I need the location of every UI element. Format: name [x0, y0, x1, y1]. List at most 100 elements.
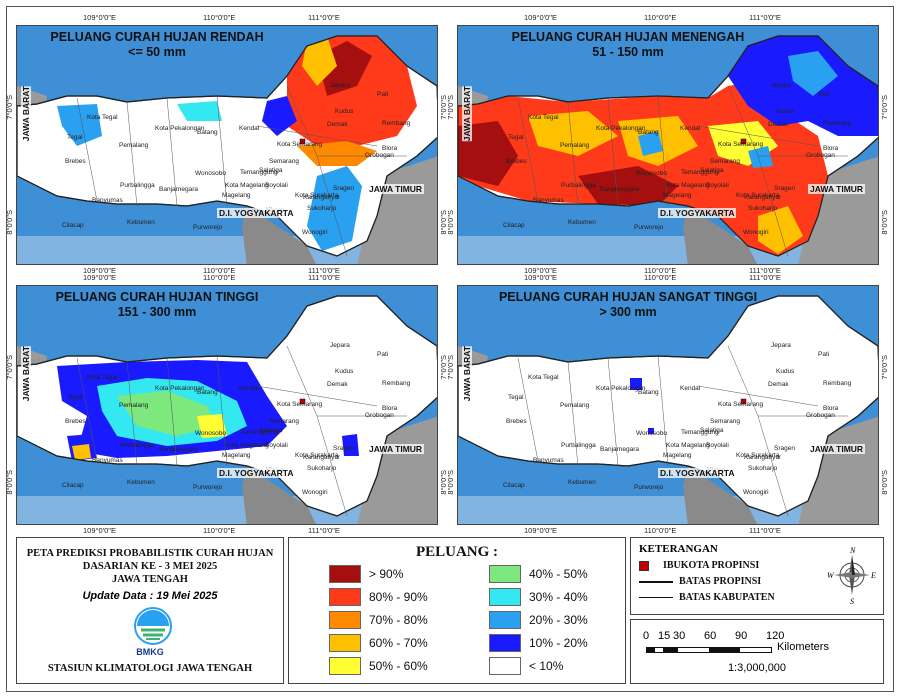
legend-item: 40% - 50% — [489, 565, 588, 583]
map-panel-1: Kota Tegal Brebes Pemalang Kota Pekalongan B… — [16, 25, 438, 265]
place-label: Kota Semarang — [718, 401, 764, 408]
place-label: Semarang — [710, 158, 740, 165]
place-label: Cilacap — [503, 222, 525, 229]
legend-label: 50% - 60% — [369, 659, 428, 673]
place-label: Batang — [197, 389, 218, 396]
place-label: Purbalingga — [561, 442, 596, 449]
keterangan-batas-propinsi-label: BATAS PROPINSI — [679, 576, 762, 587]
place-label: Kebumen — [568, 219, 596, 226]
place-label: Kota Surakarta — [295, 192, 339, 199]
coord-y-left: 7°0'0"S — [5, 95, 14, 120]
yogyakarta-land — [242, 466, 316, 524]
place-label: Wonosobo — [195, 430, 226, 437]
legend-item: > 90% — [329, 565, 403, 583]
place-label: Kota Semarang — [718, 141, 764, 148]
map-title-range: <= 50 mm — [128, 45, 186, 59]
place-label: Boyolali — [265, 182, 288, 189]
place-label: Brebes — [65, 418, 86, 425]
place-label: Banjarnegara — [159, 186, 199, 193]
place-label: Kendal — [239, 125, 260, 132]
scale-box: 0 15 30 60 90 120 Kilometers 1:3,000,000 — [630, 619, 884, 684]
legend-label: 60% - 70% — [369, 636, 428, 650]
place-label: Kudus — [776, 108, 795, 115]
scale-tick-label: 90 — [735, 630, 748, 642]
place-label: Jepara — [771, 342, 791, 349]
place-label: Purworejo — [193, 484, 223, 491]
place-label: Kota Surakarta — [295, 452, 339, 459]
region-label-east: JAWA TIMUR — [367, 444, 425, 454]
legend-label: 40% - 50% — [529, 567, 588, 581]
place-label: Sukoharjo — [748, 465, 778, 472]
coord-x-bottom: 109°0'0"E — [83, 266, 116, 275]
coord-x-top: 111°0'0"E — [749, 273, 781, 282]
place-label: Salatiga — [259, 427, 283, 434]
keterangan-ibukota: IBUKOTA PROPINSI — [639, 560, 759, 571]
keterangan-title: KETERANGAN — [639, 543, 718, 555]
map-canvas — [17, 26, 437, 264]
place-label: Sukoharjo — [748, 205, 778, 212]
keterangan-batas-propinsi: BATAS PROPINSI — [639, 576, 761, 587]
coord-x-bottom: 109°0'0"E — [524, 266, 557, 275]
compass-e-label: E — [870, 571, 876, 580]
place-label: Salatiga — [700, 427, 724, 434]
legend-swatch — [329, 588, 361, 606]
place-label: Kota Semarang — [277, 141, 323, 148]
place-label: Sukoharjo — [307, 465, 337, 472]
place-label: Kota Tegal — [87, 114, 118, 121]
legend-swatch — [489, 611, 521, 629]
coord-x-top: 110°0'0"E — [203, 273, 236, 282]
coord-x-bottom: 111°0'0"E — [749, 266, 781, 275]
region-label-south: D.I. YOGYAKARTA — [658, 468, 737, 478]
place-label: Kendal — [680, 125, 701, 132]
legend-item: 80% - 90% — [329, 588, 428, 606]
legend-item: 60% - 70% — [329, 634, 428, 652]
legend-label: > 90% — [369, 567, 404, 581]
batas-propinsi-line-icon — [639, 580, 673, 583]
legend-label: 80% - 90% — [369, 590, 428, 604]
scale-tick-label: 60 — [704, 630, 717, 642]
region-label-south: D.I. YOGYAKARTA — [217, 468, 296, 478]
place-label: Brebes — [506, 158, 527, 165]
legend-label: 30% - 40% — [529, 590, 588, 604]
bmkg-logo-text: BMKG — [136, 647, 164, 657]
place-label: Magelang — [222, 452, 251, 459]
place-label: Sragen — [774, 185, 795, 192]
place-label: Jepara — [771, 82, 791, 89]
place-label: Kota Pekalongan — [155, 125, 205, 132]
legend-swatch — [489, 565, 521, 583]
place-label: Batang — [638, 129, 659, 136]
place-label: Demak — [768, 121, 789, 128]
coord-y-left: 8°0'0"S — [5, 470, 14, 495]
place-label: Kota Pekalongan — [155, 385, 205, 392]
coord-x-top: 109°0'0"E — [524, 13, 557, 22]
place-label: Grobogan — [806, 152, 835, 159]
place-label: Purbalingga — [120, 182, 155, 189]
kabupaten-boundaries — [517, 345, 848, 517]
place-label: Kebumen — [568, 479, 596, 486]
region-label-east: JAWA TIMUR — [808, 184, 866, 194]
ibukota-marker-icon — [740, 138, 747, 145]
map-title: PELUANG CURAH HUJAN MENENGAH 51 - 150 mm — [478, 30, 778, 60]
place-label: Kota Magelang — [225, 442, 269, 449]
info-title-line2: DASARIAN KE - 3 MEI 2025 — [82, 561, 218, 572]
coord-x-top: 110°0'0"E — [644, 13, 677, 22]
place-label: Boyolali — [706, 442, 729, 449]
place-label: Purworejo — [634, 484, 664, 491]
kabupaten-boundaries — [76, 345, 407, 517]
place-label: Salatiga — [700, 167, 724, 174]
place-label: Wonogiri — [302, 489, 328, 496]
place-label: Kebumen — [127, 479, 155, 486]
map-title-range: 151 - 300 mm — [117, 305, 197, 319]
map-canvas — [17, 286, 437, 524]
place-label: Blora — [382, 145, 398, 152]
coord-y-left: 8°0'0"S — [446, 470, 455, 495]
batas-kabupaten-line-icon — [639, 597, 673, 598]
coord-x-top: 110°0'0"E — [644, 273, 677, 282]
map-title-main: PELUANG CURAH HUJAN RENDAH — [50, 30, 264, 44]
place-label: Pati — [377, 91, 389, 98]
place-label: Grobogan — [365, 412, 394, 419]
place-label: Sragen — [333, 445, 354, 452]
legend-item: < 10% — [489, 657, 563, 675]
place-label: Batang — [197, 129, 218, 136]
coord-x-bottom: 111°0'0"E — [308, 526, 340, 535]
